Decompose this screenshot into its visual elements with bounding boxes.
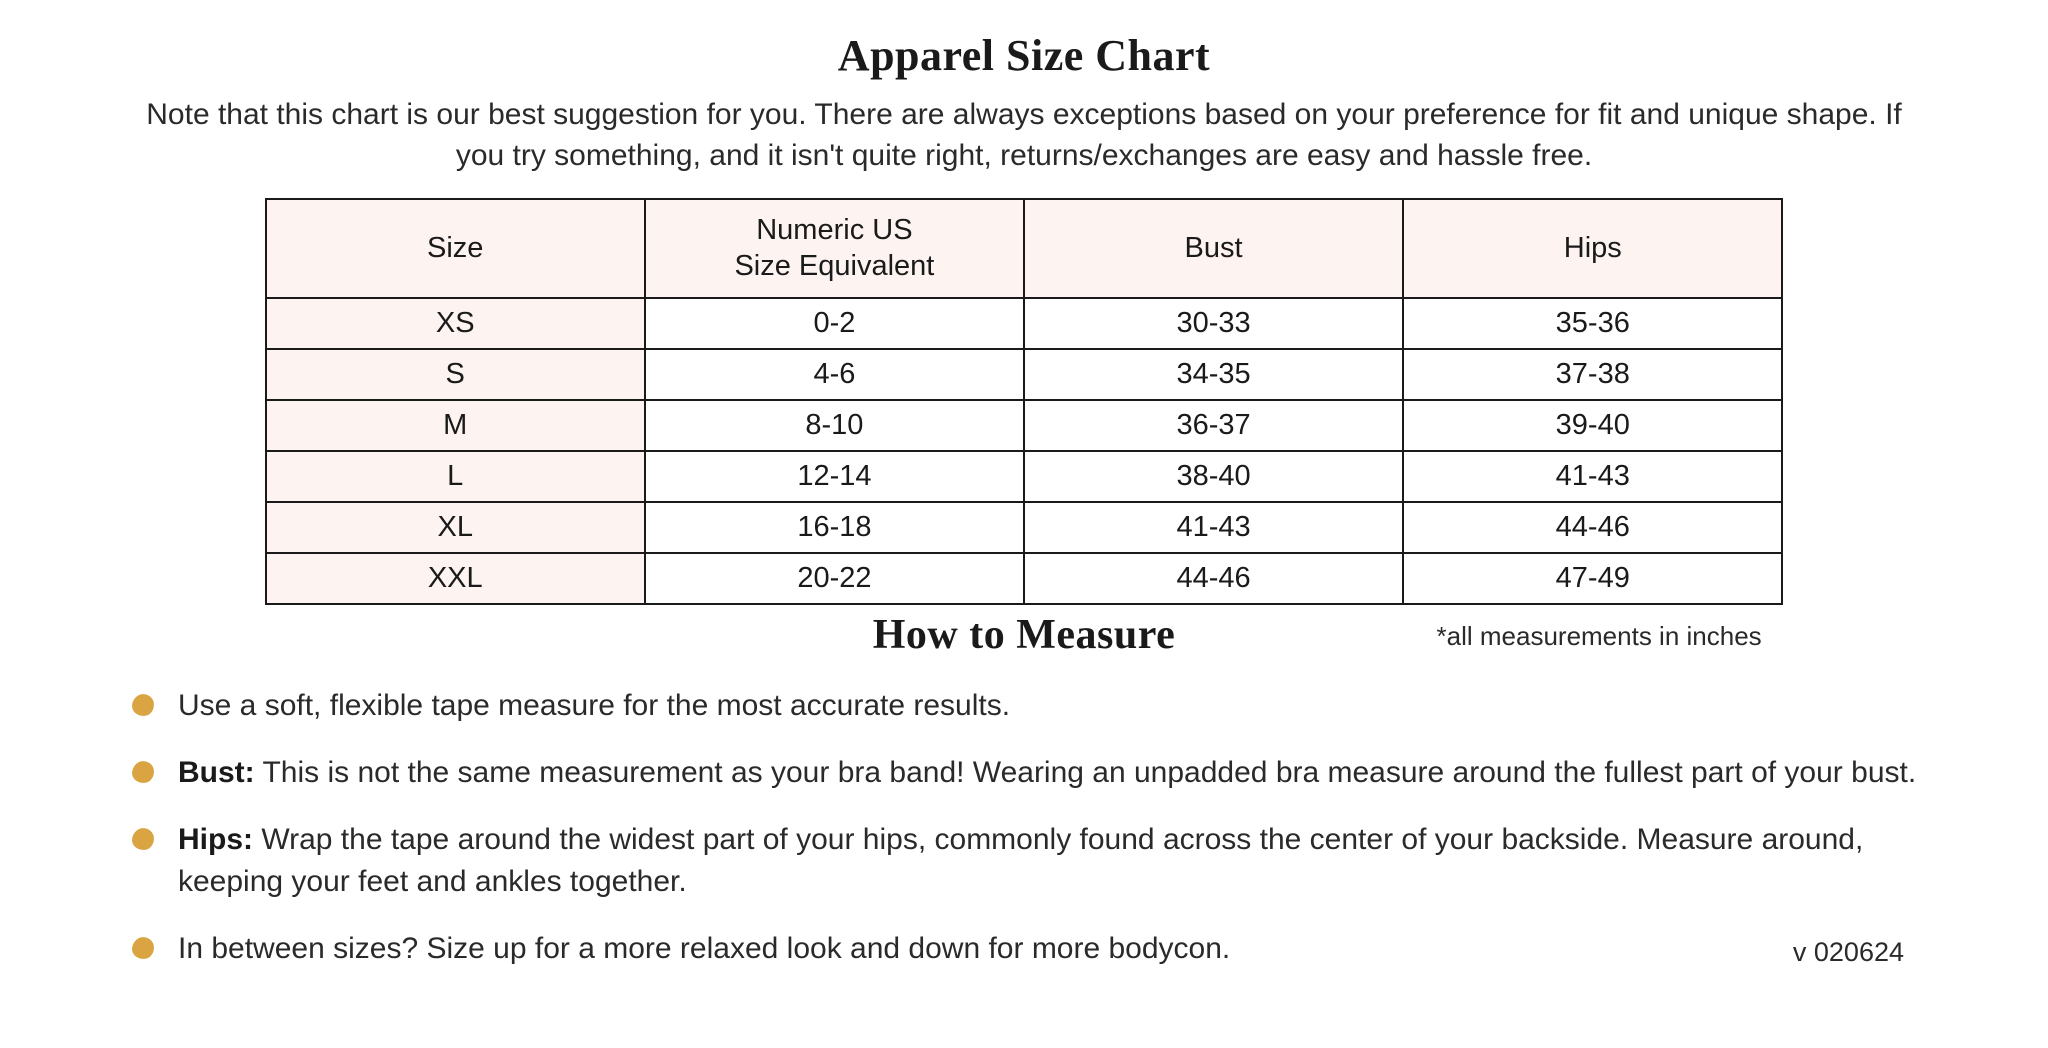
table-cell: 47-49 xyxy=(1403,553,1782,604)
table-cell: S xyxy=(266,349,645,400)
size-table-container: SizeNumeric USSize EquivalentBustHips XS… xyxy=(120,198,1928,605)
table-row: M8-1036-3739-40 xyxy=(266,400,1783,451)
bullet-text: Hips: Wrap the tape around the widest pa… xyxy=(178,819,1918,902)
table-header-cell: Size xyxy=(266,199,645,298)
intro-note: Note that this chart is our best suggest… xyxy=(120,95,1928,176)
table-header-cell: Hips xyxy=(1403,199,1782,298)
table-cell: XXL xyxy=(266,553,645,604)
table-cell: 4-6 xyxy=(645,349,1024,400)
table-cell: 44-46 xyxy=(1024,553,1403,604)
table-cell: L xyxy=(266,451,645,502)
table-header-row: SizeNumeric USSize EquivalentBustHips xyxy=(266,199,1783,298)
bullet-list: Use a soft, flexible tape measure for th… xyxy=(120,685,1928,972)
table-cell: 30-33 xyxy=(1024,298,1403,349)
table-cell: 12-14 xyxy=(645,451,1024,502)
table-cell: 38-40 xyxy=(1024,451,1403,502)
size-table: SizeNumeric USSize EquivalentBustHips XS… xyxy=(265,198,1784,605)
table-body: XS0-230-3335-36S4-634-3537-38M8-1036-373… xyxy=(266,298,1783,604)
table-cell: 44-46 xyxy=(1403,502,1782,553)
table-cell: 41-43 xyxy=(1403,451,1782,502)
table-cell: 36-37 xyxy=(1024,400,1403,451)
table-row: XS0-230-3335-36 xyxy=(266,298,1783,349)
bullet-text: Use a soft, flexible tape measure for th… xyxy=(178,685,1010,726)
bullet-icon xyxy=(130,692,156,718)
table-cell: XS xyxy=(266,298,645,349)
table-cell: 37-38 xyxy=(1403,349,1782,400)
table-cell: 39-40 xyxy=(1403,400,1782,451)
table-row: XL16-1841-4344-46 xyxy=(266,502,1783,553)
version-label: v 020624 xyxy=(1793,934,1918,971)
table-cell: 34-35 xyxy=(1024,349,1403,400)
bullet-icon xyxy=(130,826,156,852)
table-cell: XL xyxy=(266,502,645,553)
table-cell: 0-2 xyxy=(645,298,1024,349)
bullet-text: In between sizes? Size up for a more rel… xyxy=(178,928,1230,969)
table-row: S4-634-3537-38 xyxy=(266,349,1783,400)
table-cell: M xyxy=(266,400,645,451)
table-header-cell: Bust xyxy=(1024,199,1403,298)
table-row: L12-1438-4041-43 xyxy=(266,451,1783,502)
table-cell: 8-10 xyxy=(645,400,1024,451)
table-cell: 16-18 xyxy=(645,502,1024,553)
table-cell: 20-22 xyxy=(645,553,1024,604)
bullet-item: Use a soft, flexible tape measure for th… xyxy=(130,685,1918,726)
units-note: *all measurements in inches xyxy=(1437,621,1762,652)
table-row: XXL20-2244-4647-49 xyxy=(266,553,1783,604)
table-header-cell: Numeric USSize Equivalent xyxy=(645,199,1024,298)
table-cell: 35-36 xyxy=(1403,298,1782,349)
bullet-item: Bust: This is not the same measurement a… xyxy=(130,752,1918,793)
page-title: Apparel Size Chart xyxy=(120,30,1928,81)
subtitle-row: How to Measure *all measurements in inch… xyxy=(120,611,1928,667)
bullet-item: Hips: Wrap the tape around the widest pa… xyxy=(130,819,1918,902)
bullet-text: Bust: This is not the same measurement a… xyxy=(178,752,1916,793)
bullet-icon xyxy=(130,759,156,785)
bullet-icon xyxy=(130,935,156,961)
bullet-item: In between sizes? Size up for a more rel… xyxy=(130,928,1918,971)
table-cell: 41-43 xyxy=(1024,502,1403,553)
